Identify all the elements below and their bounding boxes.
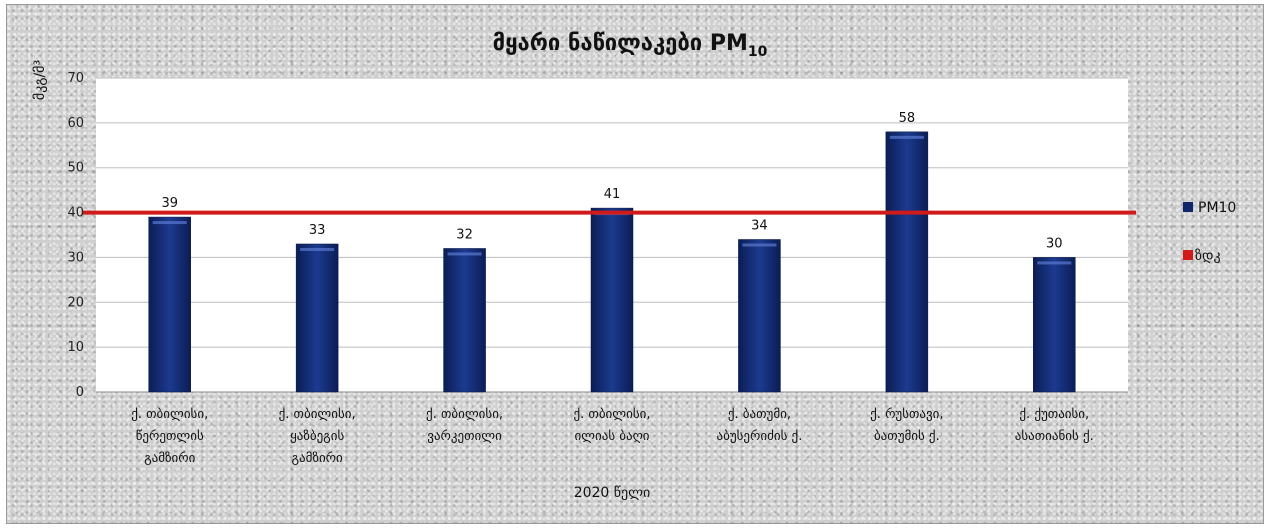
data-label: 39 (161, 196, 178, 211)
y-tick-label: 60 (67, 116, 84, 131)
x-tick-label: აბუსერიძის ქ. (717, 429, 803, 444)
x-tick-label: ქ. თბილისი, (279, 407, 356, 422)
data-label: 32 (456, 227, 473, 242)
y-tick-label: 40 (67, 206, 84, 221)
x-tick-label: გამზირი (292, 451, 344, 466)
y-tick-label: 50 (67, 161, 84, 176)
x-tick-label: ილიას ბაღი (574, 429, 649, 444)
y-tick-label: 20 (67, 295, 84, 310)
data-label: 30 (1046, 236, 1063, 251)
bar-highlight (447, 252, 482, 256)
y-tick-label: 10 (67, 340, 84, 355)
labels: 0 10 20 30 40 50 60 70 39 ქ. თბილისი, წერეთლის გამზ… (67, 71, 1093, 466)
bar[interactable] (738, 239, 781, 393)
x-tick-label: ბათუმის ქ. (874, 429, 940, 444)
bar[interactable] (885, 131, 929, 393)
bar-highlight (742, 243, 777, 247)
legend-swatch-reference (1183, 250, 1193, 260)
bar-highlight (889, 135, 924, 139)
bar-highlight (152, 221, 187, 225)
x-tick-label: ქ. რუსთავი, (870, 407, 943, 422)
x-tick-label: ქ. თბილისი, (426, 407, 503, 422)
bars (148, 131, 1076, 393)
data-label: 41 (604, 187, 621, 202)
legend-label-reference[interactable]: ზდკ (1195, 248, 1221, 264)
y-tick-label: 30 (67, 250, 84, 265)
x-tick-label: ქ. თბილისი, (573, 407, 650, 422)
legend-swatch-pm10 (1183, 202, 1193, 212)
y-axis-title: მკგ/მ³ (32, 60, 48, 100)
bar[interactable] (148, 216, 191, 393)
bar[interactable] (443, 248, 486, 393)
data-label: 34 (751, 218, 768, 233)
x-tick-label: ქ. ქუთაისი, (1019, 407, 1089, 422)
legend-label-pm10[interactable]: PM10 (1198, 200, 1236, 216)
bar[interactable] (1033, 257, 1076, 393)
x-tick-label: ქ. ბათუმი, (728, 407, 791, 422)
x-tick-label: გამზირი (144, 451, 196, 466)
y-tick-label: 0 (76, 385, 84, 400)
chart-title-subscript: 10 (748, 44, 768, 60)
chart-title: მყარი ნაწილაკები PM10 (493, 31, 768, 60)
x-axis-title: 2020 წელი (574, 485, 651, 501)
data-label: 33 (309, 223, 326, 238)
x-tick-label: წერეთლის (136, 429, 204, 444)
data-label: 58 (899, 111, 916, 126)
x-tick-label: ქ. თბილისი, (131, 407, 208, 422)
x-tick-label: ვარკეთილი (427, 429, 502, 444)
bar-highlight (1037, 261, 1072, 265)
bar-highlight (300, 247, 335, 251)
x-tick-label: ყაზბეგის (290, 429, 344, 444)
x-tick-label: ასათიანის ქ. (1015, 429, 1094, 444)
bar[interactable] (590, 207, 634, 393)
y-tick-label: 70 (67, 71, 84, 86)
bar[interactable] (295, 243, 339, 393)
